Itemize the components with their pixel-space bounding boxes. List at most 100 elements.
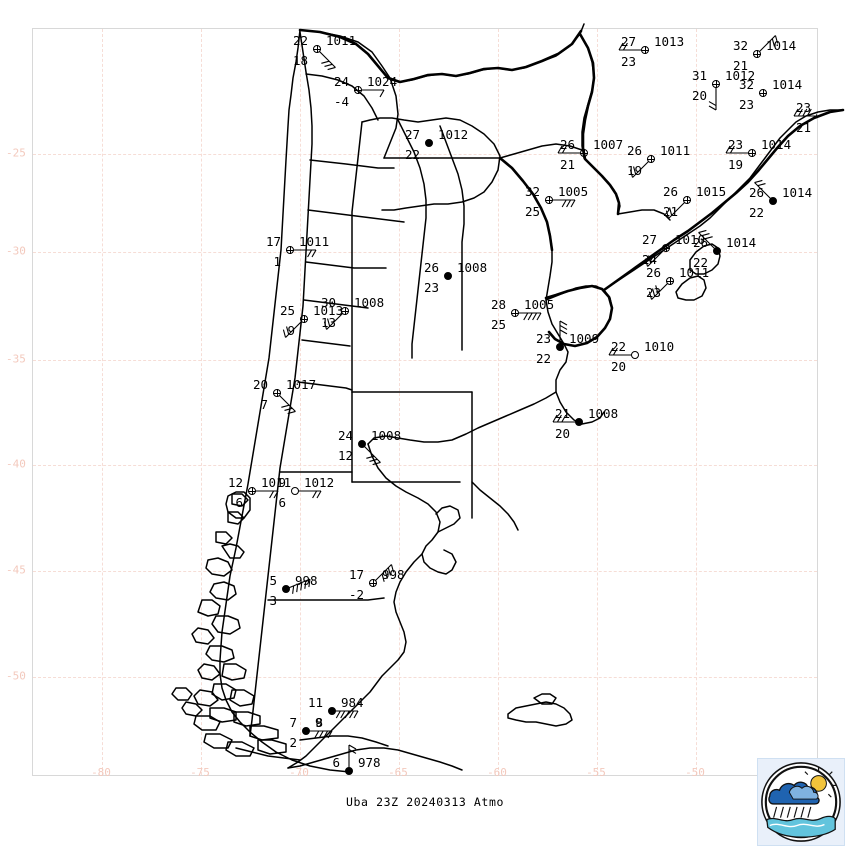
station-symbol-icon [545, 196, 553, 204]
station-temperature: 23 [727, 137, 743, 152]
station-temperature: 5 [269, 573, 277, 588]
station-symbol-icon [291, 487, 299, 495]
station-dewpoint: 25 [524, 204, 540, 219]
gridline-longitude [399, 29, 400, 775]
station-temperature: 28 [490, 297, 506, 312]
station-temperature: 26 [645, 265, 661, 280]
station-pressure: 1012 [725, 68, 756, 83]
station-symbol-icon [816, 112, 817, 120]
station-dewpoint: -4 [333, 94, 349, 109]
station-symbol-icon [273, 389, 281, 397]
station-temperature: 21 [554, 406, 570, 421]
station-symbol-icon [580, 149, 588, 157]
wave-icon [766, 815, 836, 838]
station-pressure: 1011 [299, 234, 330, 249]
station-pressure: 998 [295, 573, 318, 588]
station-dewpoint: 20 [554, 426, 570, 441]
station-symbol-icon [248, 487, 256, 495]
station-pressure: 1005 [524, 297, 555, 312]
station-dewpoint: 1 [273, 254, 281, 269]
longitude-tick-label: -65 [388, 766, 408, 779]
weather-service-logo [757, 758, 845, 846]
station-symbol-icon [302, 727, 310, 735]
station-pressure: 1024 [367, 74, 398, 89]
station-pressure: 1008 [371, 428, 402, 443]
station-symbol-icon [769, 197, 777, 205]
latitude-tick-label: -25 [6, 146, 26, 160]
station-temperature: 26 [559, 137, 575, 152]
station-dewpoint: 20 [610, 359, 626, 374]
station-symbol-icon [358, 440, 366, 448]
gridline-longitude [696, 29, 697, 775]
station-symbol-icon [345, 767, 353, 775]
station-dewpoint: 22 [535, 351, 551, 366]
station-temperature: 27 [641, 232, 657, 247]
station-symbol-icon [748, 149, 756, 157]
station-dewpoint: 23 [645, 285, 661, 300]
station-pressure: 1012 [304, 475, 335, 490]
station-dewpoint: 9 [287, 323, 295, 338]
longitude-tick-label: -50 [685, 766, 705, 779]
station-pressure: 1010 [644, 339, 675, 354]
station-dewpoint: 22 [404, 147, 420, 162]
station-temperature: 6 [332, 755, 340, 770]
gridline-longitude [201, 29, 202, 775]
gridline-latitude [33, 677, 817, 678]
station-symbol-icon [641, 46, 649, 54]
logo-artwork [761, 762, 841, 842]
station-pressure: 1013 [654, 34, 685, 49]
gridline-latitude [33, 465, 817, 466]
station-pressure: 978 [358, 755, 381, 770]
station-pressure: 1008 [457, 260, 488, 275]
station-dewpoint: -2 [348, 587, 364, 602]
station-pressure: 1013 [313, 303, 344, 318]
station-temperature: 31 [691, 68, 707, 83]
latitude-tick-label: -40 [6, 457, 26, 471]
latitude-tick-label: -50 [6, 669, 26, 683]
station-temperature: 22 [610, 339, 626, 354]
station-dewpoint: 23 [738, 97, 754, 112]
station-symbol-icon [759, 89, 767, 97]
latitude-tick-label: -30 [6, 244, 26, 258]
station-dewpoint: 21 [732, 58, 748, 73]
station-temperature: 7 [289, 715, 297, 730]
station-pressure: 1005 [558, 184, 589, 199]
station-pressure: 1014 [726, 235, 757, 250]
station-temperature: 32 [732, 38, 748, 53]
station-pressure: 1017 [286, 377, 317, 392]
station-symbol-icon [713, 247, 721, 255]
longitude-tick-label: -60 [487, 766, 507, 779]
station-symbol-icon [511, 309, 519, 317]
gridline-latitude [33, 154, 817, 155]
station-temperature: 22 [292, 33, 308, 48]
sun-icon [804, 766, 837, 798]
wind-barb-icon [608, 347, 635, 356]
station-pressure: 1008 [588, 406, 619, 421]
latitude-tick-label: -45 [6, 563, 26, 577]
station-symbol-icon [631, 351, 639, 359]
gridline-latitude [33, 571, 817, 572]
station-temperature: 23 [795, 100, 811, 115]
station-dewpoint: 23 [423, 280, 439, 295]
station-symbol-icon [647, 155, 655, 163]
longitude-tick-label: -70 [289, 766, 309, 779]
station-dewpoint: 3 [269, 593, 277, 608]
station-pressure: 1008 [354, 295, 385, 310]
longitude-tick-label: -80 [91, 766, 111, 779]
station-dewpoint: 6 [278, 495, 286, 510]
station-pressure: 1014 [772, 77, 803, 92]
station-symbol-icon [666, 277, 674, 285]
station-symbol-icon [313, 45, 321, 53]
station-symbol-icon [282, 585, 290, 593]
station-dewpoint: 7 [260, 397, 268, 412]
station-temperature: 9 [278, 475, 286, 490]
station-symbol-icon [753, 50, 761, 58]
station-symbol-icon [683, 196, 691, 204]
station-pressure: 998 [382, 567, 405, 582]
plot-area: 22 1011 18 24 1024 -4 27 1012 22 27 1013 23 32 1014 21… [32, 28, 818, 776]
station-symbol-icon [286, 246, 294, 254]
gridline-latitude [33, 360, 817, 361]
station-temperature: 26 [748, 185, 764, 200]
station-temperature: 12 [227, 475, 243, 490]
station-dewpoint: 20 [691, 88, 707, 103]
